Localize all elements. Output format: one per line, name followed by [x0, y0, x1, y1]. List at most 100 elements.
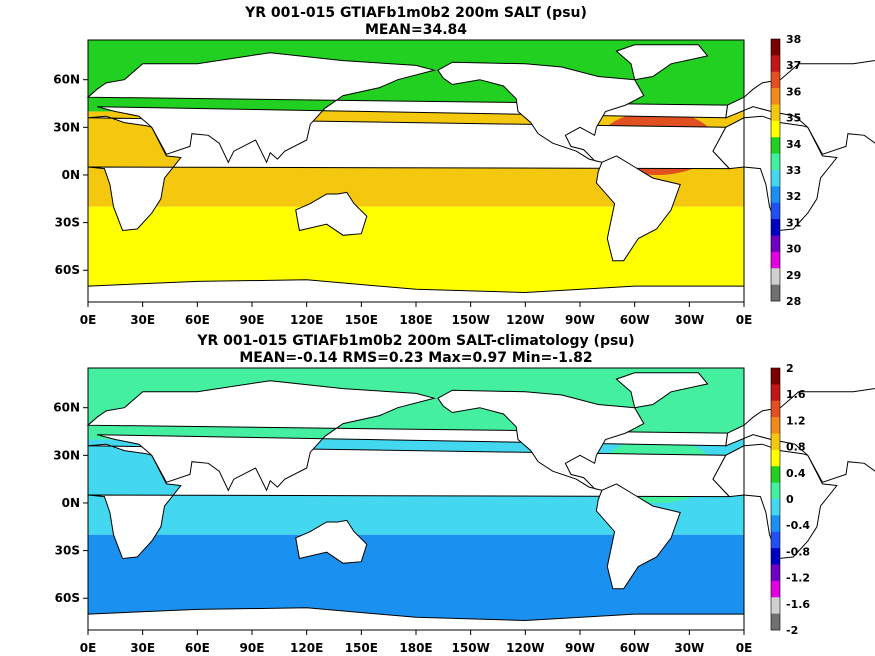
- x-tick-label: 60E: [185, 641, 210, 655]
- colorbar-label: 35: [786, 112, 801, 125]
- colorbar-swatch: [771, 597, 780, 614]
- y-axis: 60N 30N 0N 30S 60S: [53, 401, 88, 605]
- colorbar-swatch: [771, 368, 780, 385]
- y-tick-label: 60N: [53, 73, 80, 87]
- colorbar-swatch: [771, 384, 780, 402]
- colorbar-label: -1.6: [786, 598, 810, 611]
- colorbar-swatch: [771, 613, 780, 631]
- x-tick-label: 150E: [345, 313, 378, 327]
- x-tick-label: 90E: [240, 641, 265, 655]
- x-tick-label: 30W: [674, 641, 704, 655]
- x-tick-label: 0E: [736, 641, 753, 655]
- colorbar: 2 1.6 1.2 0.8 0.4 0 -0.4 -0.8 -1.2 -1.6 -2: [770, 362, 810, 637]
- colorbar-label: 31: [786, 216, 801, 229]
- colorbar-swatch: [771, 531, 780, 549]
- colorbar-swatch: [771, 55, 780, 73]
- x-tick-label: 180E: [399, 313, 432, 327]
- colorbar-label: 1.2: [786, 414, 806, 427]
- y-tick-label: 0N: [62, 496, 80, 510]
- panel-subtitle: MEAN=-0.14 RMS=0.23 Max=0.97 Min=-1.82: [239, 350, 592, 366]
- x-tick-label: 90W: [565, 313, 595, 327]
- x-tick-label: 60E: [185, 313, 210, 327]
- land-polygon: [615, 44, 709, 81]
- colorbar-label: 2: [786, 362, 794, 375]
- colorbar-label: 38: [786, 33, 801, 46]
- x-tick-label: 120E: [290, 313, 323, 327]
- colorbar-label: 29: [786, 269, 801, 282]
- x-tick-label: 0E: [80, 641, 97, 655]
- colorbar-label: 0: [786, 493, 794, 506]
- y-tick-label: 30N: [53, 448, 80, 462]
- colorbar-swatch: [771, 433, 780, 451]
- colorbar-swatch: [771, 449, 780, 467]
- x-tick-label: 0E: [80, 313, 97, 327]
- colorbar-swatch: [771, 400, 780, 418]
- colorbar-label: 0.4: [786, 467, 806, 480]
- x-tick-label: 30E: [130, 313, 155, 327]
- colorbar-swatch: [771, 482, 780, 500]
- land-polygon: [615, 372, 709, 409]
- x-axis: 0E 30E 60E 90E 120E 150E 180E 150W 120W 90W 60W 30W…: [80, 630, 753, 655]
- x-tick-label: 90W: [565, 641, 595, 655]
- colorbar-frame: [770, 367, 781, 631]
- colorbar-label: -2: [786, 624, 798, 637]
- colorbar-swatch: [771, 120, 780, 138]
- land-polygon: [295, 191, 368, 236]
- colorbar-swatch: [771, 499, 780, 516]
- y-tick-label: 30S: [55, 544, 80, 558]
- x-tick-label: 150W: [452, 313, 490, 327]
- colorbar-swatch: [771, 88, 780, 105]
- colorbar-swatch: [771, 417, 780, 434]
- land-polygon: [725, 59, 875, 155]
- colorbar-label: -1.2: [786, 572, 810, 585]
- colorbar-label: -0.4: [786, 519, 810, 532]
- x-tick-label: 30E: [130, 641, 155, 655]
- colorbar-swatch: [771, 170, 780, 187]
- x-tick-label: 180E: [399, 641, 432, 655]
- salt-map-panel: YR 001-015 GTIAFb1m0b2 200m SALT (psu) M…: [53, 5, 875, 327]
- colorbar-frame: [770, 38, 781, 302]
- colorbar-swatch: [771, 219, 780, 236]
- colorbar-swatch: [771, 268, 780, 285]
- colorbar-swatch: [771, 71, 780, 89]
- x-tick-label: 60W: [620, 641, 650, 655]
- colorbar-swatch: [771, 186, 780, 204]
- colorbar-label: 30: [786, 243, 802, 256]
- colorbar-swatch: [771, 235, 780, 253]
- colorbar-swatch: [771, 284, 780, 302]
- land-polygon: [295, 519, 368, 564]
- colorbar-label: -0.8: [786, 545, 810, 558]
- land-polygon: [86, 52, 729, 164]
- colorbar-label: 32: [786, 190, 801, 203]
- land-polygon: [437, 61, 645, 163]
- y-tick-label: 60S: [55, 263, 80, 277]
- colorbar-swatch: [771, 466, 780, 483]
- colorbar-swatch: [771, 580, 780, 598]
- colorbar-swatch: [771, 202, 780, 220]
- x-tick-label: 120W: [506, 313, 544, 327]
- x-tick-label: 120E: [290, 641, 323, 655]
- land-polygon: [437, 389, 645, 491]
- colorbar-label: 33: [786, 164, 801, 177]
- colorbar-label: 36: [786, 85, 802, 98]
- colorbar-swatch: [771, 137, 780, 154]
- land-polygon: [595, 155, 681, 262]
- y-tick-label: 30N: [53, 120, 80, 134]
- colorbar-swatch: [771, 39, 780, 56]
- colorbar-label: 1.6: [786, 388, 806, 401]
- colorbar-swatch: [771, 153, 780, 171]
- colorbar-label: 34: [786, 138, 802, 151]
- y-tick-label: 30S: [55, 216, 80, 230]
- colorbar-label: 0.8: [786, 441, 806, 454]
- colorbar-swatch: [771, 548, 780, 565]
- land-polygon: [86, 380, 729, 492]
- colorbar-label: 28: [786, 295, 801, 308]
- colorbar: 38 37 36 35 34 33 32 31 30 29 28: [770, 33, 802, 308]
- colorbar-swatch: [771, 251, 780, 269]
- y-tick-label: 0N: [62, 168, 80, 182]
- colorbar-swatch: [771, 104, 780, 122]
- salt-anomaly-map-panel: YR 001-015 GTIAFb1m0b2 200m SALT-climato…: [53, 333, 875, 655]
- panel-title: YR 001-015 GTIAFb1m0b2 200m SALT (psu): [244, 5, 587, 21]
- x-axis: 0E 30E 60E 90E 120E 150E 180E 150W 120W 90W 60W 30W…: [80, 302, 752, 327]
